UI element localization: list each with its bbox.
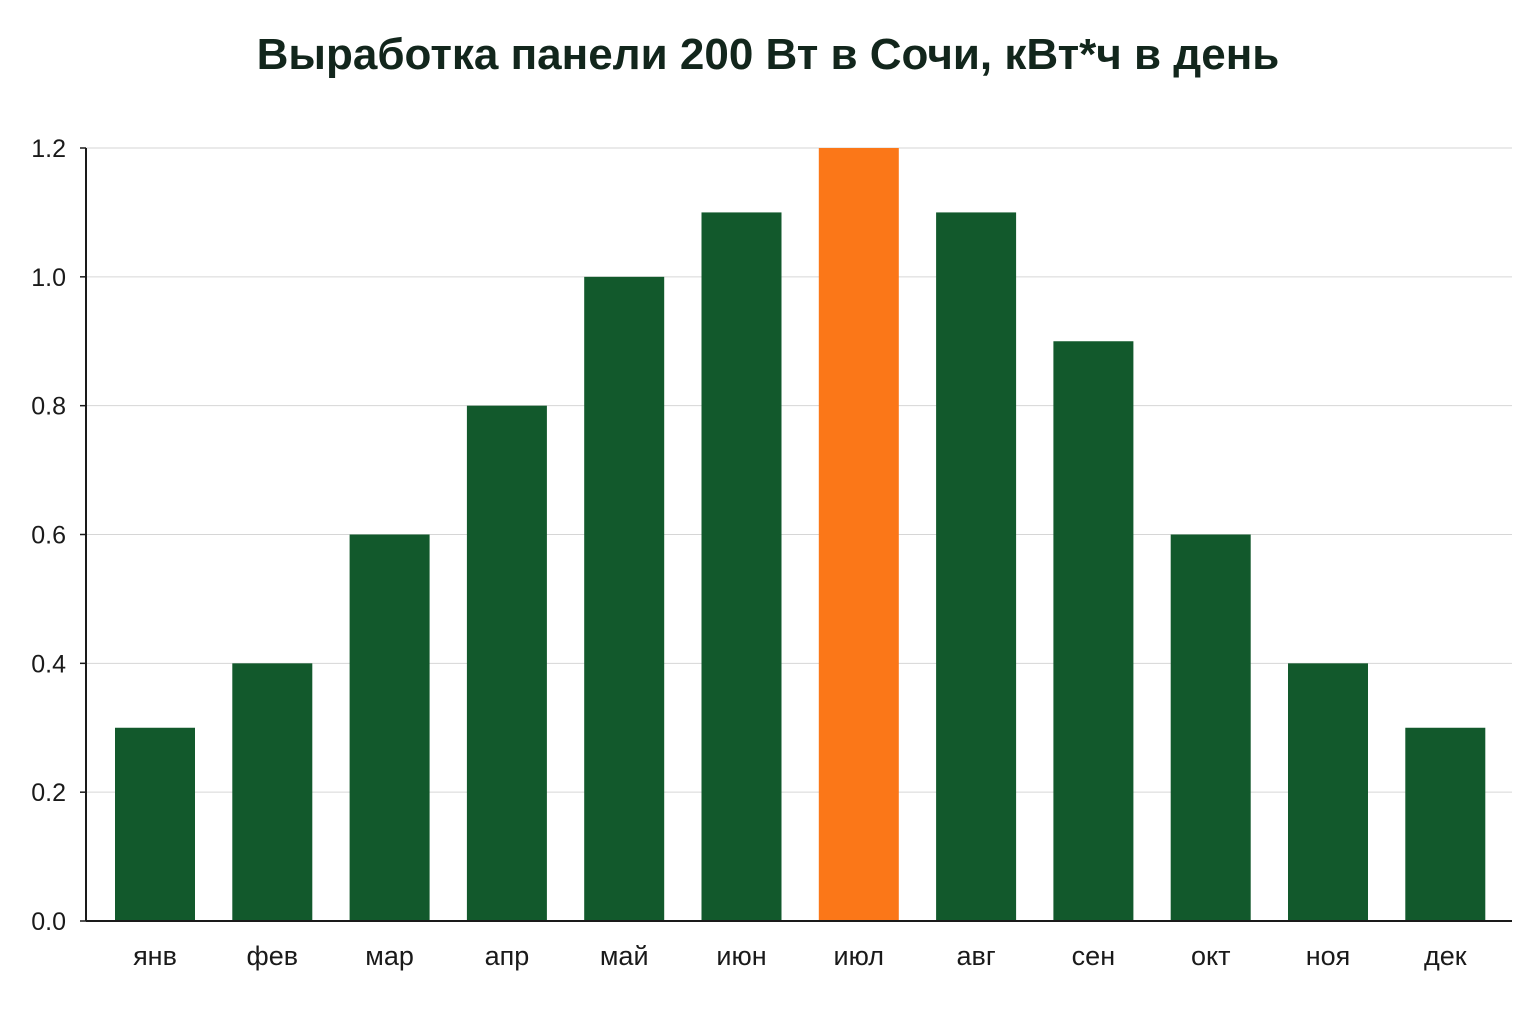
x-tick-label: авг — [956, 941, 995, 971]
bar-highlighted — [818, 148, 899, 921]
x-tick-label: янв — [133, 941, 177, 971]
bar — [232, 663, 313, 921]
bar — [1053, 341, 1134, 921]
y-tick-label: 0.8 — [31, 393, 66, 421]
bar — [584, 276, 665, 921]
y-tick-label: 0.0 — [31, 908, 66, 936]
x-tick-label: мар — [365, 941, 414, 971]
x-tick-label: фев — [247, 941, 299, 971]
y-tick-label: 0.4 — [31, 650, 66, 678]
bar — [349, 534, 430, 921]
y-tick-labels: 0.0 0.2 0.4 0.6 0.8 1.0 1.2 — [31, 135, 66, 936]
bar — [701, 212, 782, 921]
axes — [80, 147, 1512, 922]
x-tick-label: июл — [834, 941, 885, 971]
bars — [115, 148, 1486, 922]
chart-title: Выработка панели 200 Вт в Сочи, кВт*ч в … — [256, 30, 1280, 79]
bar — [466, 405, 547, 922]
bar — [1170, 534, 1251, 921]
x-tick-label: сен — [1072, 941, 1115, 971]
grid-lines — [86, 147, 1512, 793]
x-tick-label: дек — [1424, 941, 1467, 971]
y-tick-label: 0.2 — [31, 779, 66, 807]
x-tick-label: ноя — [1306, 941, 1351, 971]
x-tick-label: апр — [485, 941, 530, 971]
y-tick-label: 1.2 — [31, 135, 66, 163]
x-tick-label: окт — [1191, 941, 1231, 971]
y-tick-label: 0.6 — [31, 522, 66, 550]
bar — [115, 727, 195, 921]
bar — [1405, 727, 1486, 921]
x-tick-labels: янв фев мар апр май июн июл авг сен окт ноя дек — [133, 941, 1467, 971]
bar — [1288, 663, 1368, 921]
x-tick-label: июн — [716, 941, 766, 971]
x-tick-label: май — [600, 941, 649, 971]
bar — [936, 212, 1017, 921]
y-tick-label: 1.0 — [31, 264, 66, 292]
